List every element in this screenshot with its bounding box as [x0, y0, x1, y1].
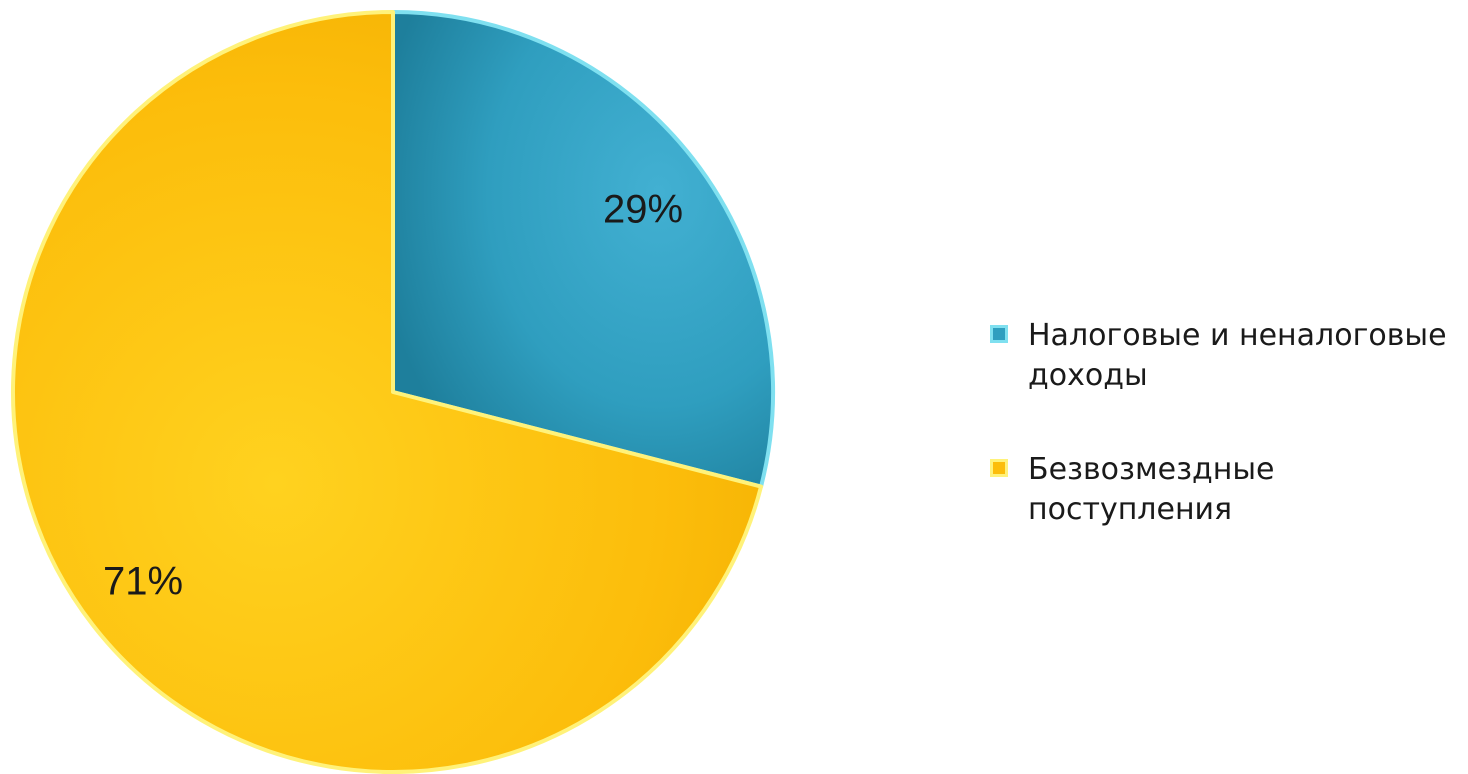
- data-label-grants: 71%: [103, 560, 183, 604]
- data-label-tax-revenue: 29%: [603, 188, 683, 232]
- legend-label-tax-revenue: Налоговые и неналоговые доходы: [1028, 318, 1447, 393]
- legend-swatch-tax-revenue: [990, 325, 1008, 343]
- legend-item-grants: Безвозмездные поступления: [988, 450, 1458, 530]
- pie-slice-tax-revenue: [391, 10, 775, 489]
- legend-item-tax-revenue: Налоговые и неналоговые доходы: [988, 316, 1458, 396]
- legend-label-grants: Безвозмездные поступления: [1028, 452, 1275, 527]
- legend: Налоговые и неналоговые доходы Безвозмез…: [988, 316, 1458, 530]
- legend-swatch-grants: [990, 459, 1008, 477]
- pie-slice-grants: [11, 10, 764, 774]
